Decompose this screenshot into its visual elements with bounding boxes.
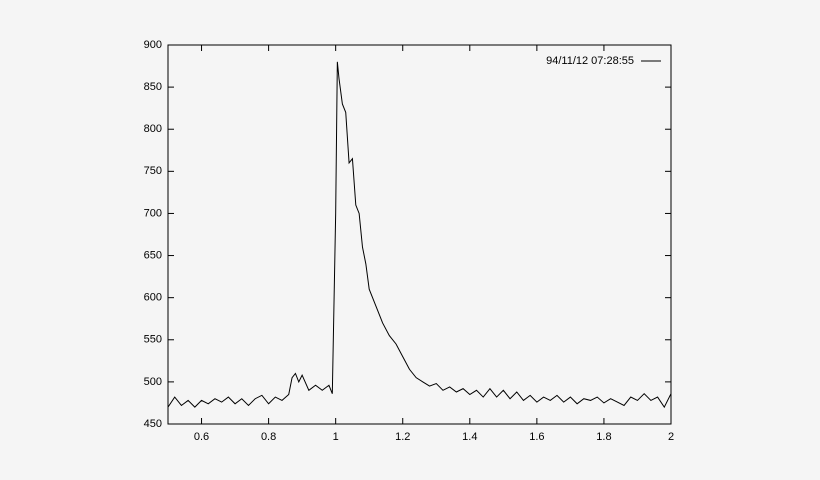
y-tick-label: 450 (144, 418, 162, 430)
x-tick-label: 0.6 (194, 431, 209, 443)
y-tick-label: 700 (144, 207, 162, 219)
x-tick-label: 0.8 (261, 431, 276, 443)
x-tick-label: 1.8 (596, 431, 611, 443)
y-tick-label: 750 (144, 165, 162, 177)
plot-frame (167, 44, 672, 425)
y-tick-label: 850 (144, 81, 162, 93)
y-tick-label: 550 (144, 334, 162, 346)
x-tick-label: 1 (333, 431, 339, 443)
y-tick-label: 500 (144, 376, 162, 388)
y-tick-label: 800 (144, 123, 162, 135)
x-tick-label: 1.2 (395, 431, 410, 443)
x-tick-label: 1.4 (462, 431, 477, 443)
x-tick-label: 2 (668, 431, 674, 443)
data-line (167, 61, 672, 409)
y-tick-label: 900 (144, 39, 162, 51)
y-tick-label: 650 (144, 249, 162, 261)
y-tick-label: 600 (144, 292, 162, 304)
x-tick-label: 1.6 (529, 431, 544, 443)
legend-label: 94/11/12 07:28:55 (546, 55, 634, 67)
